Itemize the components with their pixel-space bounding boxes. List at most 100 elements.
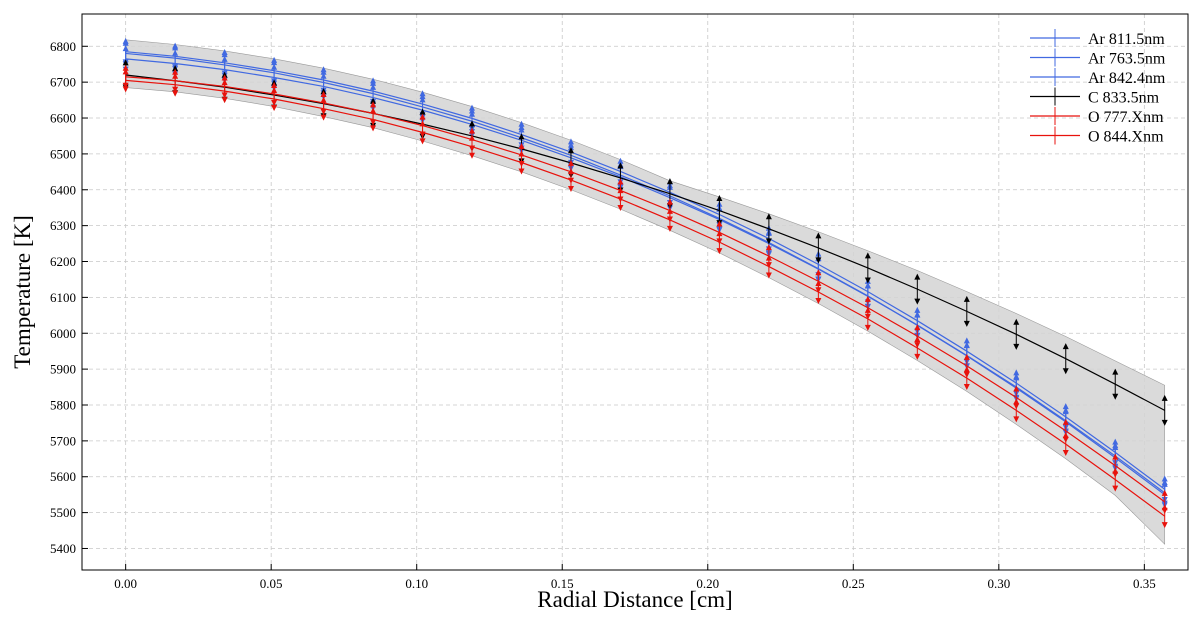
error-cap [716, 195, 723, 202]
error-cap [122, 68, 129, 75]
error-cap [567, 186, 574, 193]
error-cap [370, 101, 377, 108]
x-tick-label: 0.25 [842, 576, 865, 591]
series-line [125, 74, 1166, 411]
error-cap [567, 168, 574, 175]
error-cap [963, 320, 970, 327]
error-cap [1112, 443, 1119, 450]
error-cap [815, 297, 822, 304]
error-cap [765, 272, 772, 279]
y-tick-label: 6100 [50, 290, 76, 305]
y-tick-label: 6300 [50, 218, 76, 233]
error-cap [370, 107, 377, 114]
error-cap [765, 238, 772, 245]
error-cap [469, 134, 476, 141]
error-cap [221, 79, 228, 86]
error-cap [963, 337, 970, 344]
error-cap [864, 295, 871, 302]
y-tick-label: 6000 [50, 326, 76, 341]
legend-label: O 777.Xnm [1088, 109, 1164, 126]
error-cap [469, 107, 476, 114]
error-cap [122, 86, 129, 93]
error-cap [320, 68, 327, 75]
error-cap [1112, 438, 1119, 445]
error-cap [1062, 408, 1069, 415]
error-cap [469, 127, 476, 134]
y-tick-label: 6800 [50, 39, 76, 54]
error-cap [419, 108, 426, 115]
error-cap [914, 353, 921, 360]
y-tick-label: 6700 [50, 75, 76, 90]
x-tick-label: 0.15 [551, 576, 574, 591]
error-cap [1062, 403, 1069, 410]
legend-label: C 833.5nm [1088, 90, 1160, 107]
error-cap [666, 225, 673, 232]
error-cap [864, 277, 871, 284]
series [122, 45, 1168, 507]
error-cap [370, 97, 377, 104]
error-cap [370, 125, 377, 132]
x-tick-label: 0.00 [114, 576, 137, 591]
error-cap [320, 114, 327, 121]
error-cap [122, 64, 129, 71]
error-cap [864, 282, 871, 289]
x-tick-label: 0.35 [1133, 576, 1156, 591]
error-cap [567, 138, 574, 145]
y-tick-label: 5600 [50, 469, 76, 484]
error-cap [271, 104, 278, 111]
error-cap [864, 306, 871, 313]
legend-label: Ar 842.4nm [1088, 70, 1166, 87]
error-cap [963, 366, 970, 373]
error-cap [419, 113, 426, 120]
error-cap [271, 82, 278, 89]
error-cap [221, 97, 228, 104]
error-cap [1062, 450, 1069, 457]
error-cap [172, 44, 179, 51]
error-cap [1161, 489, 1168, 496]
error-cap [1112, 485, 1119, 492]
error-cap [617, 187, 624, 194]
error-cap [963, 353, 970, 360]
legend-label: Ar 763.5nm [1088, 51, 1166, 68]
x-axis-label: Radial Distance [cm] [537, 587, 732, 612]
error-cap [567, 147, 574, 154]
x-tick-label: 0.20 [696, 576, 719, 591]
error-cap [1161, 504, 1168, 511]
error-cap [1013, 398, 1020, 405]
y-tick-label: 5700 [50, 433, 76, 448]
series-line [125, 51, 1166, 490]
error-cap [1062, 432, 1069, 439]
error-cap [765, 254, 772, 261]
error-cap [1112, 393, 1119, 400]
x-tick-label: 0.10 [405, 576, 428, 591]
error-cap [419, 138, 426, 145]
error-cap [1013, 385, 1020, 392]
error-cap [914, 298, 921, 305]
error-cap [469, 152, 476, 159]
plot-frame [81, 13, 1189, 571]
y-tick-label: 5800 [50, 397, 76, 412]
error-cap [1161, 480, 1168, 487]
error-cap [1161, 522, 1168, 529]
error-cap [963, 384, 970, 391]
x-tick-label: 0.30 [987, 576, 1010, 591]
y-tick-label: 6600 [50, 111, 76, 126]
series-line [125, 76, 1166, 503]
error-cap [172, 65, 179, 72]
error-cap [1013, 369, 1020, 376]
error-cap [1062, 418, 1069, 425]
error-cap [815, 257, 822, 264]
error-cap [716, 220, 723, 227]
series-line [125, 79, 1166, 517]
y-tick-label: 5500 [50, 505, 76, 520]
error-cap [765, 213, 772, 220]
error-cap [963, 342, 970, 349]
error-cap [666, 198, 673, 205]
error-cap [221, 51, 228, 58]
error-cap [914, 311, 921, 318]
error-cap [765, 244, 772, 251]
error-cap [617, 205, 624, 212]
error-cap [221, 74, 228, 81]
y-tick-label: 5900 [50, 362, 76, 377]
